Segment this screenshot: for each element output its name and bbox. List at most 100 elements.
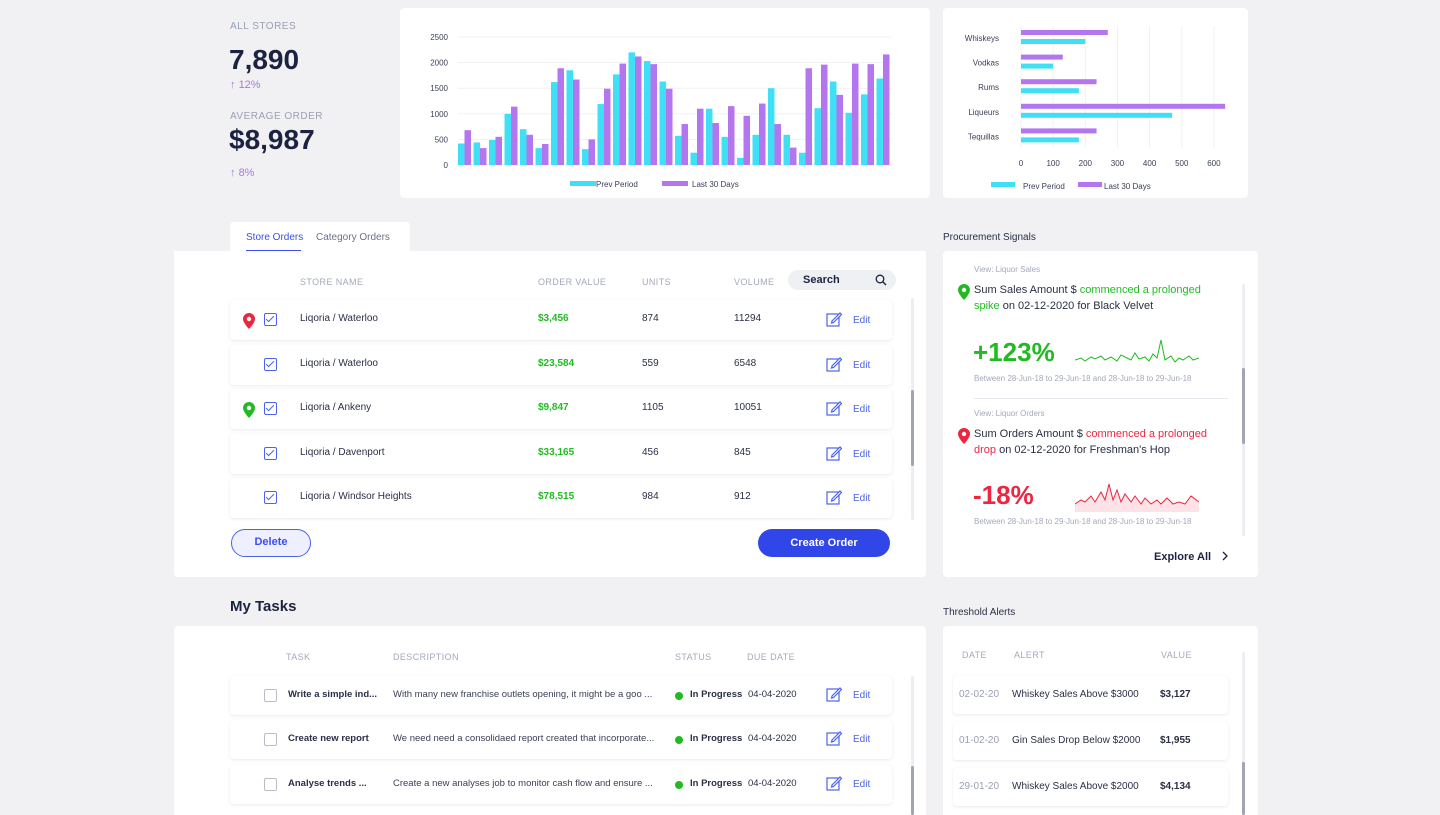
row-checkbox[interactable] bbox=[264, 447, 277, 460]
explore-all-link[interactable]: Explore All bbox=[1154, 551, 1230, 563]
table-row[interactable]: Write a simple ind... With many new franc… bbox=[230, 676, 892, 715]
table-row[interactable]: Create new report We need need a consolid… bbox=[230, 720, 892, 759]
bar bbox=[1021, 103, 1226, 109]
category-label: Vodkas bbox=[973, 59, 999, 68]
edit-link[interactable]: Edit bbox=[853, 449, 871, 460]
task-status: In Progress bbox=[690, 689, 743, 700]
y-tick-label: 2500 bbox=[430, 33, 448, 42]
alert-row[interactable]: 02-02-20 Whiskey Sales Above $3000 $3,127 bbox=[953, 676, 1228, 714]
bar bbox=[799, 152, 806, 165]
search-box[interactable]: Search bbox=[788, 270, 896, 290]
task-status: In Progress bbox=[690, 733, 743, 744]
bar bbox=[867, 64, 874, 165]
chevron-right-icon bbox=[1222, 551, 1229, 561]
edit-link[interactable]: Edit bbox=[853, 360, 871, 371]
average-order-value: $8,987 bbox=[229, 124, 315, 155]
edit-icon[interactable] bbox=[826, 686, 842, 702]
bar bbox=[635, 56, 642, 165]
bar bbox=[1021, 79, 1097, 85]
task-name: Analyse trends ... bbox=[288, 778, 367, 789]
edit-link[interactable]: Edit bbox=[853, 404, 871, 415]
row-checkbox[interactable] bbox=[264, 402, 277, 415]
sales-bar-chart-card: 0 500 1000 1500 2000 2500 Prev Period Last 30 D… bbox=[400, 8, 930, 198]
task-status: In Progress bbox=[690, 778, 743, 789]
bar bbox=[582, 149, 589, 165]
category-bar-chart-card: 0 100 200 300 400 500 600 Whiskeys Vodkas Rums Liq… bbox=[943, 8, 1248, 198]
edit-link[interactable]: Edit bbox=[853, 690, 871, 701]
tab-store-orders[interactable]: Store Orders bbox=[246, 232, 304, 243]
order-value: $3,456 bbox=[538, 313, 569, 324]
bar bbox=[613, 74, 620, 165]
x-tick-label: 500 bbox=[1175, 159, 1189, 168]
task-name: Create new report bbox=[288, 733, 369, 744]
bar bbox=[690, 152, 697, 165]
table-row[interactable]: Liqoria / Windsor Heights $78,515 984 912 Ed… bbox=[230, 478, 892, 518]
delete-button[interactable]: Delete bbox=[231, 529, 311, 557]
x-tick-label: 100 bbox=[1046, 159, 1060, 168]
drop-sparkline bbox=[1075, 483, 1199, 512]
orders-scrollbar-thumb[interactable] bbox=[911, 390, 914, 466]
legend-swatch bbox=[570, 181, 596, 186]
edit-link[interactable]: Edit bbox=[853, 779, 871, 790]
status-dot bbox=[675, 736, 683, 744]
task-checkbox[interactable] bbox=[264, 689, 277, 702]
edit-icon[interactable] bbox=[826, 311, 842, 327]
row-checkbox[interactable] bbox=[264, 491, 277, 504]
task-name: Write a simple ind... bbox=[288, 689, 378, 700]
signal-orders-text: Sum Orders Amount $ commenced a prolonge… bbox=[974, 428, 1207, 456]
row-checkbox[interactable] bbox=[264, 358, 277, 371]
alert-value: $1,955 bbox=[1160, 735, 1191, 746]
col-date: DATE bbox=[962, 650, 987, 660]
row-checkbox[interactable] bbox=[264, 313, 277, 326]
edit-icon[interactable] bbox=[826, 400, 842, 416]
alerts-scrollbar[interactable] bbox=[1242, 652, 1245, 815]
order-value: $23,584 bbox=[538, 358, 575, 369]
bar bbox=[557, 68, 564, 165]
order-value: $9,847 bbox=[538, 402, 569, 413]
status-dot bbox=[675, 692, 683, 700]
bar bbox=[861, 94, 868, 165]
legend-label: Last 30 Days bbox=[692, 180, 739, 189]
table-row[interactable]: Liqoria / Waterloo $3,456 874 11294 Edit bbox=[230, 300, 892, 340]
task-due-date: 04-04-2020 bbox=[748, 689, 797, 700]
bar bbox=[644, 61, 651, 166]
bar bbox=[768, 88, 775, 165]
bar bbox=[495, 136, 502, 165]
bar bbox=[489, 139, 496, 165]
tab-category-orders[interactable]: Category Orders bbox=[316, 232, 390, 243]
bar bbox=[473, 142, 480, 165]
status-dot bbox=[675, 781, 683, 789]
edit-icon[interactable] bbox=[826, 775, 842, 791]
bar bbox=[759, 103, 766, 165]
edit-link[interactable]: Edit bbox=[853, 315, 871, 326]
signals-scrollbar-thumb[interactable] bbox=[1242, 368, 1245, 444]
alerts-scrollbar-thumb[interactable] bbox=[1242, 762, 1245, 815]
tasks-scrollbar-thumb[interactable] bbox=[911, 766, 914, 815]
col-store-name: STORE NAME bbox=[300, 277, 364, 287]
procurement-signals-panel bbox=[943, 251, 1258, 577]
edit-link[interactable]: Edit bbox=[853, 493, 871, 504]
task-checkbox[interactable] bbox=[264, 778, 277, 791]
edit-icon[interactable] bbox=[826, 730, 842, 746]
edit-icon[interactable] bbox=[826, 356, 842, 372]
table-row[interactable]: Analyse trends ... Create a new analyses … bbox=[230, 765, 892, 804]
search-icon[interactable] bbox=[875, 274, 887, 286]
edit-icon[interactable] bbox=[826, 489, 842, 505]
edit-link[interactable]: Edit bbox=[853, 734, 871, 745]
task-checkbox[interactable] bbox=[264, 733, 277, 746]
arrow-up-icon: ↑ bbox=[230, 167, 236, 179]
table-row[interactable]: Liqoria / Davenport $33,165 456 845 Edit bbox=[230, 434, 892, 474]
alert-row[interactable]: 01-02-20 Gin Sales Drop Below $2000 $1,955 bbox=[953, 722, 1228, 760]
table-row[interactable]: Liqoria / Waterloo $23,584 559 6548 Edit bbox=[230, 345, 892, 385]
bar bbox=[697, 108, 704, 165]
table-row[interactable]: Liqoria / Ankeny $9,847 1105 10051 Edit bbox=[230, 389, 892, 429]
edit-icon[interactable] bbox=[826, 445, 842, 461]
bar bbox=[706, 108, 713, 165]
alert-text: Whiskey Sales Above $3000 bbox=[1012, 689, 1139, 700]
y-tick-label: 500 bbox=[435, 135, 449, 144]
alert-row[interactable]: 29-01-20 Whiskey Sales Above $2000 $4,134 bbox=[953, 768, 1228, 806]
signal-sales-text: Sum Sales Amount $ commenced a prolonged… bbox=[974, 284, 1201, 312]
alert-date: 29-01-20 bbox=[959, 781, 1000, 792]
tasks-scrollbar[interactable] bbox=[911, 676, 914, 815]
create-order-button[interactable]: Create Order bbox=[758, 529, 890, 557]
